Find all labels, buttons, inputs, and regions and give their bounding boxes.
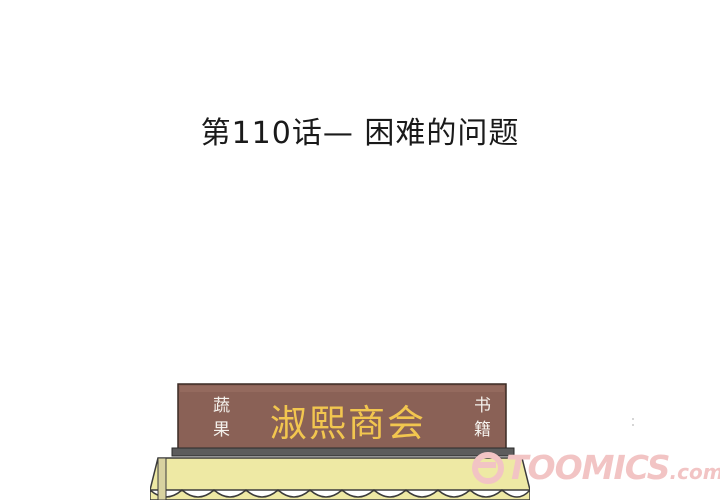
watermark-brand: TOOMICS xyxy=(506,448,671,487)
sign-right-char-1: 书 xyxy=(474,396,491,416)
awning xyxy=(150,457,530,491)
sign-ledge xyxy=(171,447,515,457)
sign-board-highlight xyxy=(180,386,504,392)
sign-left-char-2: 果 xyxy=(213,420,230,440)
watermark-logo-icon xyxy=(472,452,504,484)
sign-left-char-1: 蔬 xyxy=(213,396,230,416)
awning-scallop xyxy=(150,488,530,500)
shop-drawing xyxy=(150,383,530,500)
sign-board xyxy=(177,383,507,455)
watermark-suffix: .com xyxy=(669,460,720,484)
dust-speck xyxy=(632,418,634,420)
watermark-text: TOOMICS.com xyxy=(506,448,720,487)
shop-sign-name: 淑熙商会 xyxy=(270,402,426,445)
dust-speck xyxy=(632,424,634,426)
sign-right-char-2: 籍 xyxy=(474,420,491,440)
chapter-title: 第110话— 困难的问题 xyxy=(200,116,520,151)
toomics-watermark: TOOMICS.com xyxy=(468,446,720,490)
shop-illustration: 淑熙商会 蔬 果 书 籍 xyxy=(150,378,530,500)
left-post xyxy=(157,457,167,500)
